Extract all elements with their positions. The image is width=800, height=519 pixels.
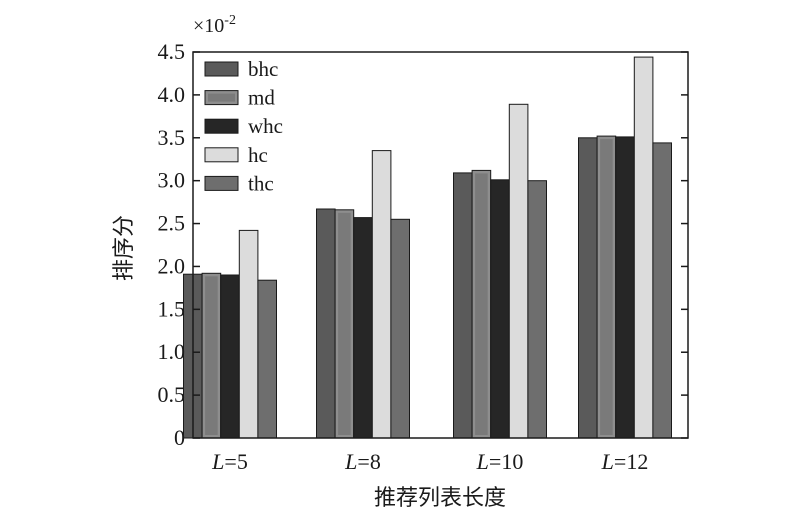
y-tick-label: 2.5: [158, 211, 186, 236]
bar-md-1-fill: [205, 276, 218, 435]
bar-whc-2: [353, 217, 373, 439]
y-tick-label: 1.0: [158, 339, 186, 364]
legend-swatch-bhc: [204, 61, 239, 77]
plot-frame: [192, 51, 689, 439]
bar-whc-1: [220, 274, 240, 439]
bar-whc-4: [615, 136, 635, 439]
x-tick-label: L=12: [601, 449, 649, 474]
y-tick-label: 2.0: [158, 253, 186, 278]
legend-swatch-md-fill: [208, 93, 235, 102]
y-tick-label: 0.5: [158, 382, 186, 407]
legend: bhc md whc hc thc: [204, 57, 283, 195]
bar-thc-4: [652, 142, 673, 439]
legend-label-whc: whc: [248, 114, 283, 138]
legend-swatch-thc: [204, 175, 239, 191]
bar-md-2-fill: [338, 212, 351, 435]
y-tick-label: 4.5: [158, 39, 186, 64]
bar-hc-2: [371, 150, 392, 439]
y-tick-label: 0: [174, 425, 185, 450]
x-axis-title: 推荐列表长度: [374, 486, 506, 511]
legend-swatch-whc: [204, 118, 239, 134]
y-tick-label: 3.5: [158, 125, 186, 150]
y-tick-label: 3.0: [158, 168, 186, 193]
y-axis-title: 排序分: [112, 215, 137, 281]
bar-bhc-3: [453, 172, 473, 439]
legend-label-bhc: bhc: [248, 57, 278, 81]
y-tick-label: 4.0: [158, 82, 186, 107]
bar-bhc-2: [316, 208, 336, 439]
x-tick-label: L=8: [344, 449, 381, 474]
legend-label-md: md: [248, 86, 275, 110]
scale-exponent: ×10-2: [193, 13, 236, 37]
bar-thc-2: [390, 218, 410, 439]
legend-label-thc: thc: [248, 171, 274, 195]
bar-hc-1: [238, 229, 259, 439]
bar-md-3-fill: [475, 173, 488, 435]
legend-label-hc: hc: [248, 143, 268, 167]
x-tick-label: L=10: [476, 449, 524, 474]
bar-thc-1: [257, 279, 277, 439]
bar-hc-3: [508, 103, 529, 439]
y-tick-label: 1.5: [158, 296, 186, 321]
x-tick-label: L=5: [211, 449, 248, 474]
bar-md-4-fill: [600, 139, 613, 435]
bar-thc-3: [527, 180, 548, 439]
legend-swatch-hc: [204, 147, 239, 163]
axes: 0 0.5 1.0 1.5 2.0 2.5 3.0 3.5 4.0 4.5 L=5 L=8 L=10 L=…: [158, 39, 689, 474]
bars: [183, 56, 673, 439]
bar-bhc-4: [578, 137, 598, 439]
bar-whc-3: [490, 179, 510, 439]
bar-hc-4: [633, 56, 654, 439]
